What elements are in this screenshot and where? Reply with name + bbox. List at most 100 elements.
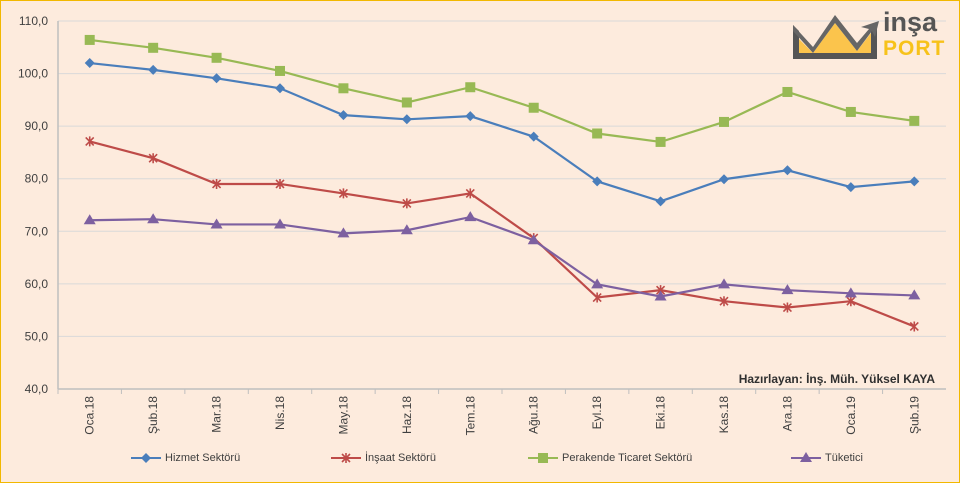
x-tick-label: Tem.18 — [463, 396, 477, 436]
data-point — [84, 58, 95, 69]
data-point — [338, 110, 349, 121]
y-tick-label: 90,0 — [25, 119, 49, 133]
data-point — [147, 213, 160, 224]
y-tick-label: 50,0 — [25, 329, 49, 343]
data-point — [465, 82, 476, 93]
legend-label: Hizmet Sektörü — [165, 452, 241, 464]
data-point — [719, 296, 729, 307]
data-point — [655, 136, 666, 147]
data-point — [592, 128, 603, 139]
data-point — [781, 284, 794, 295]
data-point — [148, 153, 158, 164]
insaport-logo: inşa PORT — [789, 7, 949, 63]
y-tick-label: 40,0 — [25, 382, 49, 396]
data-point — [782, 302, 792, 313]
data-point — [719, 116, 729, 127]
data-point — [719, 174, 729, 185]
y-tick-label: 60,0 — [25, 277, 49, 291]
logo-text-insa: inşa — [883, 7, 938, 37]
legend-triangle-icon — [791, 452, 821, 462]
legend-item: İnşaat Sektörü — [331, 452, 436, 464]
data-point — [401, 97, 412, 108]
data-point — [465, 111, 476, 122]
y-tick-label: 80,0 — [25, 172, 49, 186]
data-point — [908, 289, 921, 300]
data-point — [148, 64, 159, 75]
x-tick-label: Oca.19 — [844, 396, 858, 435]
data-point — [782, 86, 793, 97]
data-point — [275, 83, 285, 94]
legend-item: Hizmet Sektörü — [131, 452, 240, 464]
legend: Hizmet Sektörü İnşaat Sektörü Perakende Ti… — [1, 452, 959, 468]
data-point — [211, 73, 222, 84]
legend-label: Tüketici — [825, 452, 863, 464]
data-point — [844, 287, 857, 298]
x-tick-label: Ağu.18 — [527, 396, 541, 434]
y-tick-label: 70,0 — [25, 224, 49, 238]
x-tick-label: Şub.19 — [907, 396, 921, 434]
data-point — [845, 106, 856, 117]
series-line — [89, 140, 915, 328]
data-point — [210, 218, 223, 229]
data-point — [846, 296, 856, 307]
data-point — [275, 65, 285, 76]
x-tick-label: Haz.18 — [400, 396, 414, 434]
data-point — [148, 42, 159, 53]
data-point — [591, 278, 604, 289]
x-tick-label: Kas.18 — [717, 396, 731, 434]
x-tick-label: Mar.18 — [210, 396, 224, 433]
data-point — [337, 227, 350, 238]
data-point — [211, 52, 222, 63]
data-point — [909, 115, 920, 126]
data-point — [85, 136, 95, 147]
data-point — [212, 178, 222, 189]
legend-label: İnşaat Sektörü — [365, 452, 436, 464]
legend-diamond-icon — [131, 453, 161, 463]
data-point — [275, 178, 285, 189]
x-tick-label: Şub.18 — [146, 396, 160, 434]
data-point — [84, 34, 95, 45]
series-line — [89, 38, 915, 144]
data-point — [909, 176, 920, 187]
data-point — [274, 218, 286, 229]
data-point — [782, 165, 793, 176]
author-annotation: Hazırlayan: İnş. Müh. Yüksel KAYA — [738, 372, 935, 386]
legend-label: Perakende Ticaret Sektörü — [562, 452, 693, 464]
y-tick-label: 110,0 — [19, 14, 48, 28]
x-tick-label: Eyl.18 — [590, 396, 604, 430]
x-tick-label: Oca.18 — [83, 396, 97, 435]
crown-logo-icon — [793, 15, 879, 59]
legend-square-icon — [528, 453, 558, 463]
data-point — [909, 321, 919, 332]
data-point — [527, 234, 540, 245]
data-point — [655, 196, 666, 207]
data-point — [401, 114, 412, 125]
data-point — [654, 290, 667, 301]
data-point — [338, 83, 349, 94]
data-point — [592, 292, 602, 303]
legend-item: Tüketici — [791, 452, 863, 464]
data-point — [402, 198, 412, 209]
data-point — [464, 211, 477, 222]
data-point — [465, 188, 475, 199]
data-point — [528, 102, 539, 113]
y-tick-label: 100,0 — [18, 67, 48, 81]
logo-text-port: PORT — [883, 37, 946, 60]
series-line — [89, 215, 915, 298]
x-tick-label: Nis.18 — [273, 396, 287, 430]
data-point — [718, 278, 730, 289]
data-point — [592, 176, 603, 187]
legend-item: Perakende Ticaret Sektörü — [528, 452, 692, 464]
data-point — [83, 214, 96, 225]
x-tick-label: May.18 — [336, 396, 350, 435]
x-tick-label: Eki.18 — [654, 396, 668, 430]
data-point — [400, 224, 413, 235]
x-tick-label: Ara.18 — [780, 396, 794, 432]
series-line — [89, 61, 915, 203]
data-point — [338, 188, 348, 199]
legend-star-icon — [331, 453, 361, 463]
data-point — [845, 182, 856, 193]
data-point — [528, 131, 539, 142]
